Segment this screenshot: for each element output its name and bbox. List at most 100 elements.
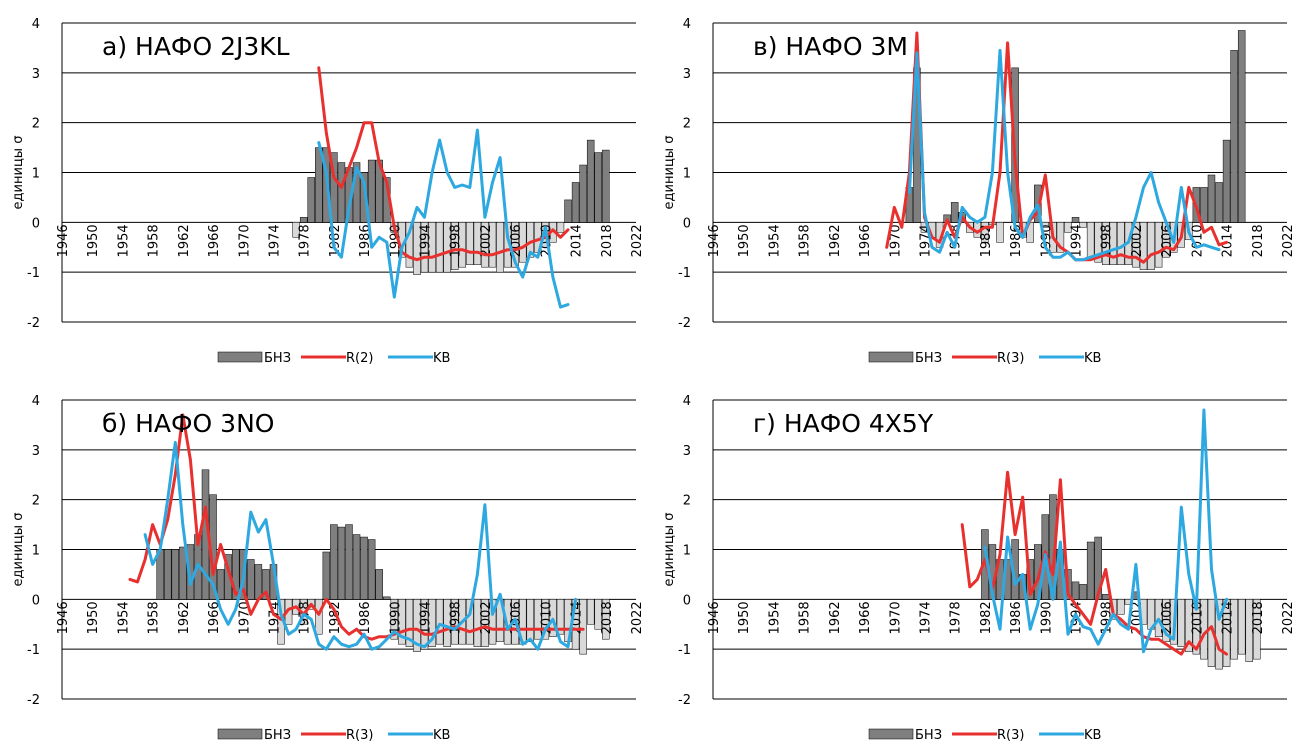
x-tick-label: 2014: [570, 224, 585, 257]
x-tick-label: 2022: [630, 224, 645, 257]
bar: [602, 599, 610, 640]
legend-label-kb: KB: [1084, 728, 1101, 743]
legend: БНЗ R(2) KB: [217, 351, 450, 366]
bar: [216, 569, 225, 600]
x-tick-label: 1982: [328, 601, 343, 634]
bar: [541, 599, 550, 640]
series-line-kb: [907, 48, 1221, 262]
y-tick-label: -1: [678, 266, 691, 281]
x-tick-label: 1974: [918, 601, 933, 634]
bar: [488, 222, 497, 268]
x-tick-label: 1970: [888, 224, 903, 257]
series-line-r: [960, 470, 1229, 656]
x-tick-label: 2014: [1221, 224, 1236, 257]
x-tick-label: 2018: [1251, 601, 1266, 634]
x-tick-label: 1994: [1070, 224, 1085, 257]
series-line-kb: [317, 128, 570, 309]
bar: [443, 599, 451, 647]
bar: [262, 569, 270, 600]
bar: [451, 599, 459, 645]
y-tick-labels: -2 -1 0 1 2 3 4: [678, 394, 691, 708]
bar: [337, 526, 346, 600]
x-tick-label: 1958: [147, 224, 162, 257]
x-tick-label: 1994: [419, 601, 434, 634]
x-tick-label: 1958: [147, 601, 162, 634]
bar: [586, 599, 595, 625]
y-tick-label: 4: [32, 17, 40, 32]
x-tick-label: 2002: [479, 224, 494, 257]
bar: [503, 599, 512, 645]
bar: [996, 222, 1004, 243]
legend-label-r: R(3): [997, 351, 1024, 366]
chart-panel-g: -2 -1 0 1 2 3 4 единицы σ 1946 1950 1954 1958 1962 19…: [662, 394, 1296, 743]
y-tick-label: 1: [32, 544, 40, 559]
series-line-r: [885, 31, 1229, 264]
bar: [1230, 599, 1238, 660]
bar: [345, 524, 353, 600]
x-tick-labels: 1946 1950 1954 1958 1962 1966 1970 1974 1978 1982…: [56, 224, 645, 257]
y-tick-label: -2: [27, 316, 40, 331]
legend-swatch-bars: [217, 351, 263, 363]
bar: [413, 222, 421, 275]
x-tick-label: 1986: [1009, 601, 1024, 634]
x-tick-label: 1958: [798, 601, 813, 634]
panel-title: г) НАФО 4X5Y: [753, 409, 934, 438]
x-tick-label: 2010: [539, 601, 554, 634]
bar: [451, 222, 459, 270]
bar: [496, 222, 504, 273]
x-tick-label: 2022: [1281, 601, 1296, 634]
x-tick-label: 2006: [1160, 601, 1175, 634]
bar: [594, 152, 602, 223]
bar: [1109, 222, 1118, 265]
bar: [1177, 599, 1185, 647]
bar: [1222, 139, 1231, 223]
x-tick-label: 1986: [358, 601, 373, 634]
bar: [405, 599, 414, 647]
x-tick-label: 1950: [86, 224, 101, 257]
bar: [315, 147, 323, 223]
bar: [1147, 222, 1155, 270]
x-tick-label: 2010: [1190, 224, 1205, 257]
bar: [428, 222, 436, 273]
bar: [1056, 222, 1065, 253]
bar: [1245, 599, 1253, 662]
legend-label-bars: БНЗ: [915, 351, 942, 366]
y-tick-label: 2: [683, 117, 691, 132]
y-axis-label: единицы σ: [662, 513, 677, 587]
x-tick-label: 1946: [56, 601, 71, 634]
bar: [526, 599, 534, 642]
bar: [564, 199, 572, 223]
bar: [1117, 599, 1125, 615]
chart-panel-v: -2 -1 0 1 2 3 4 единицы σ 1946 1950 1954 1958 1962 19…: [662, 17, 1296, 366]
bar: [1071, 581, 1080, 600]
y-tick-label: -2: [27, 693, 40, 708]
y-tick-label: 0: [32, 593, 40, 608]
x-tick-label: 1966: [858, 224, 873, 257]
bar: [337, 162, 346, 223]
x-tick-label: 2002: [1130, 224, 1145, 257]
bar: [556, 222, 565, 233]
bar: [1102, 594, 1110, 600]
bar: [375, 569, 383, 600]
bar: [171, 549, 180, 600]
bar: [1117, 222, 1125, 265]
bar: [1215, 182, 1223, 223]
x-tick-label: 1982: [979, 601, 994, 634]
bar: [586, 139, 595, 223]
y-tick-label: 4: [683, 394, 691, 409]
x-tick-label: 1978: [298, 224, 313, 257]
bar: [254, 564, 263, 600]
x-tick-label: 2022: [630, 601, 645, 634]
y-axis-label: единицы σ: [11, 136, 26, 210]
bar: [473, 599, 482, 647]
y-axis-label: единицы σ: [662, 136, 677, 210]
bar: [179, 546, 187, 600]
x-tick-label: 1962: [177, 601, 192, 634]
series-line-kb: [983, 408, 1229, 654]
x-tick-label: 1990: [1039, 601, 1054, 634]
y-tick-label: 1: [683, 167, 691, 182]
bar: [322, 551, 331, 600]
y-tick-label: 3: [683, 67, 691, 82]
bars: [292, 139, 610, 275]
bar: [1237, 30, 1246, 223]
